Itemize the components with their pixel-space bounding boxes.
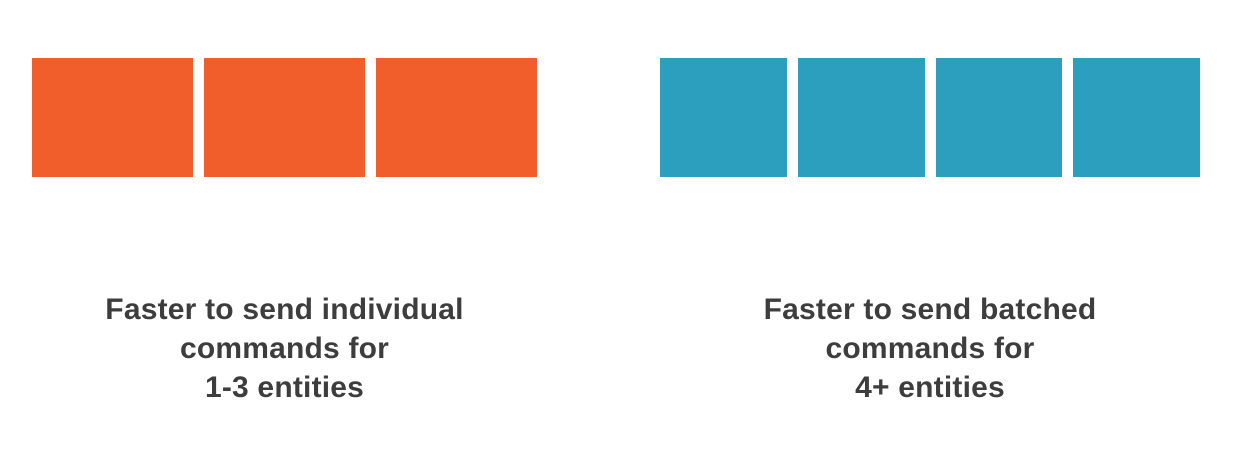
batched-command-block xyxy=(660,58,787,177)
batched-command-block xyxy=(797,58,925,177)
batched-caption-line-1: Faster to send batched xyxy=(763,293,1097,326)
individual-command-blocks xyxy=(32,58,537,177)
individual-command-block xyxy=(204,58,365,177)
batched-caption-line-2: commands for xyxy=(825,332,1035,365)
individual-caption: Faster to send individual commands for 1… xyxy=(32,290,537,407)
batched-caption: Faster to send batched commands for 4+ e… xyxy=(660,290,1200,407)
batched-caption-line-3: 4+ entities xyxy=(855,371,1005,404)
batched-command-blocks xyxy=(660,58,1200,177)
individual-commands-group: Faster to send individual commands for 1… xyxy=(0,0,570,462)
individual-command-block xyxy=(32,58,193,177)
batched-commands-group: Faster to send batched commands for 4+ e… xyxy=(640,0,1247,462)
batched-command-block xyxy=(1073,58,1200,177)
individual-caption-line-1: Faster to send individual xyxy=(105,293,464,326)
individual-caption-line-3: 1-3 entities xyxy=(204,371,365,404)
batched-command-block xyxy=(935,58,1063,177)
individual-command-block xyxy=(376,58,537,177)
individual-caption-line-2: commands for xyxy=(179,332,390,365)
